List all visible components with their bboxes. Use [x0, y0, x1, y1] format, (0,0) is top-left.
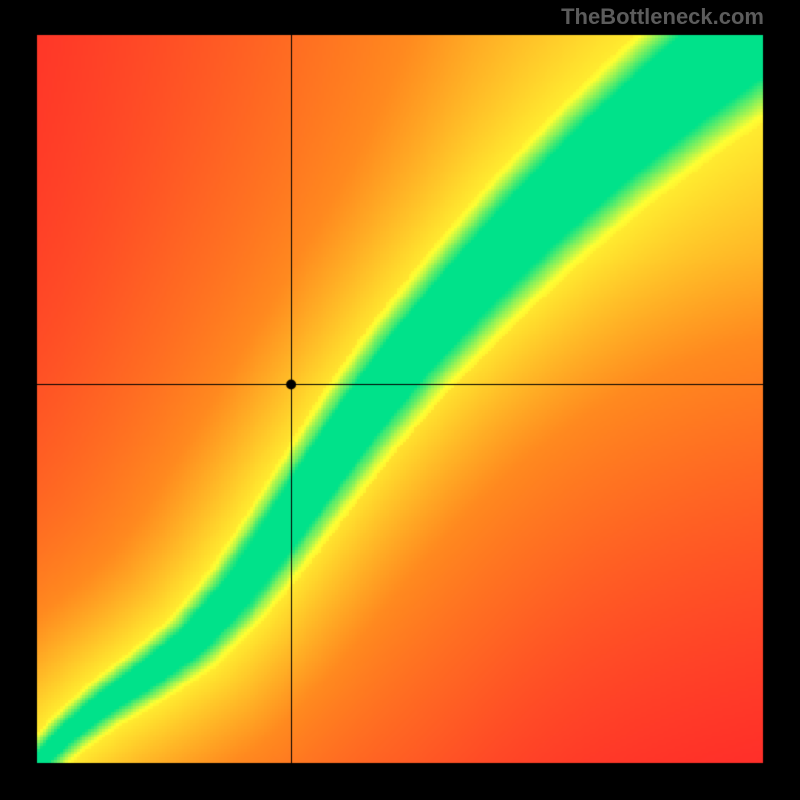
- heatmap-canvas: [0, 0, 800, 800]
- chart-container: TheBottleneck.com: [0, 0, 800, 800]
